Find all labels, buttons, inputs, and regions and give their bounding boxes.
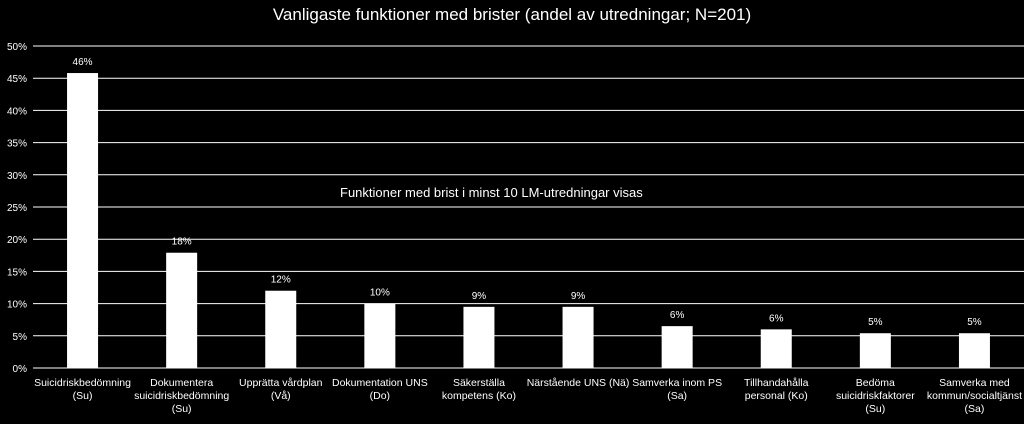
x-tick-label: personal (Ko) bbox=[745, 390, 808, 402]
x-tick-label: (Sa) bbox=[667, 390, 687, 402]
y-tick-label: 5% bbox=[13, 332, 28, 343]
chart-annotation: Funktioner med brist i minst 10 LM-utred… bbox=[340, 185, 643, 200]
chart-title: Vanligaste funktioner med brister (andel… bbox=[272, 5, 752, 24]
data-label: 9% bbox=[472, 291, 487, 302]
x-tick-label: Samverka med bbox=[939, 377, 1010, 389]
y-tick-label: 50% bbox=[7, 42, 27, 53]
bar bbox=[562, 306, 594, 368]
x-tick-label: (Su) bbox=[73, 390, 93, 402]
data-label: 6% bbox=[670, 310, 685, 321]
y-tick-label: 40% bbox=[7, 106, 27, 117]
data-label: 5% bbox=[868, 317, 883, 328]
bar bbox=[958, 333, 990, 368]
data-label: 18% bbox=[172, 237, 192, 248]
x-tick-label: Dokumentera bbox=[150, 377, 213, 389]
bar bbox=[166, 252, 198, 368]
x-tick-label: Upprätta vårdplan bbox=[239, 377, 323, 389]
y-tick-label: 15% bbox=[7, 267, 27, 278]
y-tick-label: 10% bbox=[7, 300, 27, 311]
x-tick-label: kommun/socialtjänst bbox=[927, 390, 1022, 402]
bar bbox=[265, 290, 297, 368]
x-tick-label: (Vå) bbox=[271, 390, 291, 402]
x-tick-label: Säkerställa bbox=[453, 377, 505, 389]
y-tick-label: 20% bbox=[7, 235, 27, 246]
bar bbox=[364, 303, 396, 368]
bar bbox=[661, 326, 693, 368]
y-tick-label: 45% bbox=[7, 74, 27, 85]
x-tick-label: (Do) bbox=[370, 390, 390, 402]
y-tick-label: 30% bbox=[7, 171, 27, 182]
data-label: 9% bbox=[571, 291, 586, 302]
x-tick-label: (Sa) bbox=[965, 403, 985, 415]
bar bbox=[760, 329, 792, 368]
x-tick-label: Suicidriskbedömning bbox=[34, 377, 131, 389]
bar bbox=[463, 306, 495, 368]
bar bbox=[67, 73, 99, 368]
x-tick-label: Närstående UNS (Nä) bbox=[527, 377, 630, 389]
x-tick-label: Bedöma bbox=[856, 377, 895, 389]
data-label: 46% bbox=[73, 57, 93, 68]
bar bbox=[859, 333, 891, 368]
x-tick-label: kompetens (Ko) bbox=[442, 390, 516, 402]
y-tick-label: 35% bbox=[7, 139, 27, 150]
y-tick-label: 25% bbox=[7, 203, 27, 214]
x-tick-label: Dokumentation UNS bbox=[332, 377, 428, 389]
x-tick-label: Tillhandahålla bbox=[744, 377, 809, 389]
x-tick-label: suicidriskfaktorer bbox=[836, 390, 915, 402]
data-label: 5% bbox=[967, 317, 982, 328]
x-tick-label: (Su) bbox=[865, 403, 885, 415]
x-tick-label: Samverka inom PS bbox=[632, 377, 722, 389]
data-label: 10% bbox=[370, 288, 390, 299]
x-tick-label: (Su) bbox=[172, 403, 192, 415]
y-tick-label: 0% bbox=[13, 364, 28, 375]
data-label: 12% bbox=[271, 275, 291, 286]
data-label: 6% bbox=[769, 313, 784, 324]
x-tick-label: suicidriskbedömning bbox=[134, 390, 229, 402]
